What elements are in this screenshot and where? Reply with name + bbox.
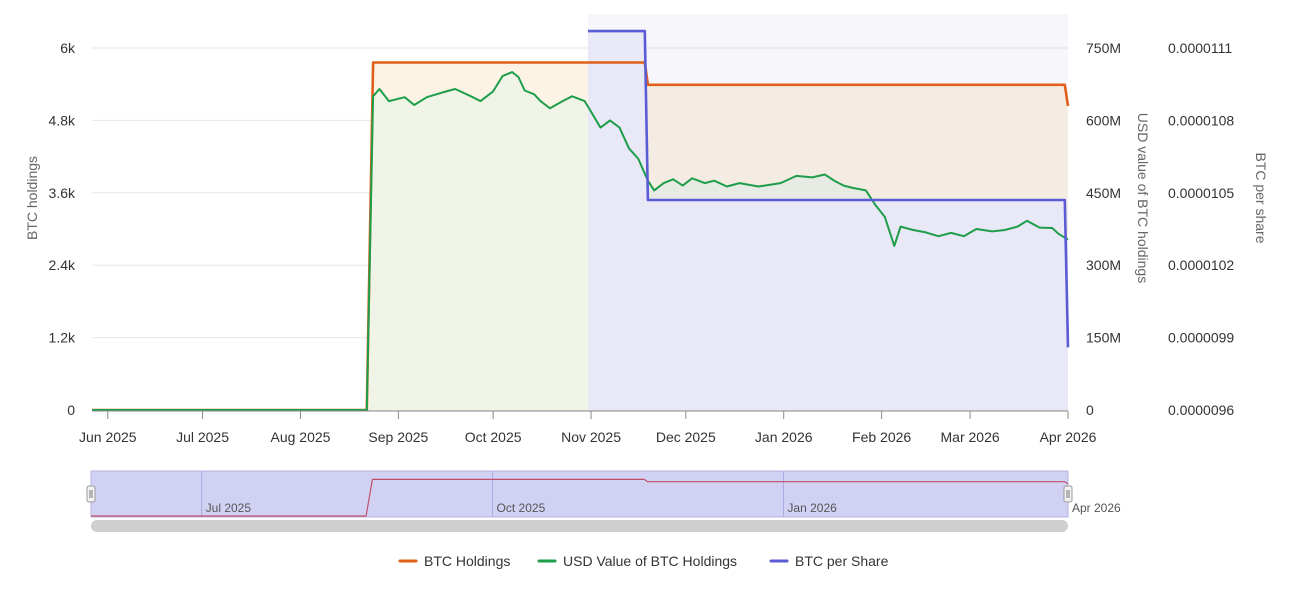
navigator-right-handle[interactable] <box>1063 485 1073 503</box>
navigator-label: Jan 2026 <box>787 501 837 515</box>
right2-tick-label: 0.0000099 <box>1168 330 1234 346</box>
right1-axis-title: USD value of BTC holdings <box>1135 113 1151 283</box>
right2-tick-label: 0.0000096 <box>1168 402 1234 418</box>
navigator-label: Oct 2025 <box>497 501 546 515</box>
x-tick-label: Jan 2026 <box>755 429 813 445</box>
x-tick-label: Oct 2025 <box>465 429 522 445</box>
right1-tick-label: 450M <box>1086 185 1121 201</box>
left-tick-label: 2.4k <box>49 257 76 273</box>
navigator-window[interactable] <box>90 470 1069 518</box>
navigator-label: Apr 2026 <box>1072 501 1121 515</box>
x-tick-label: Apr 2026 <box>1040 429 1097 445</box>
legend-item[interactable]: BTC Holdings <box>398 553 510 569</box>
left-axis-title: BTC holdings <box>24 156 40 240</box>
right1-tick-label: 750M <box>1086 40 1121 56</box>
x-tick-label: Jul 2025 <box>176 429 229 445</box>
series-line-2 <box>587 29 1070 348</box>
navigator-series <box>91 478 1069 517</box>
left-tick-label: 4.8k <box>49 112 76 128</box>
legend-label: BTC Holdings <box>424 553 510 569</box>
right2-tick-label: 0.0000105 <box>1168 185 1234 201</box>
right2-tick-label: 0.0000102 <box>1168 257 1234 273</box>
legend-label: USD Value of BTC Holdings <box>563 553 737 569</box>
navigator-label: Jul 2025 <box>206 501 252 515</box>
x-tick-label: Mar 2026 <box>941 429 1000 445</box>
x-tick-label: Aug 2025 <box>270 429 330 445</box>
right1-tick-label: 300M <box>1086 257 1121 273</box>
x-tick-label: Nov 2025 <box>561 429 621 445</box>
right2-tick-label: 0.0000108 <box>1168 112 1234 128</box>
right1-tick-label: 150M <box>1086 330 1121 346</box>
handle-grip[interactable] <box>1063 485 1073 503</box>
x-tick-label: Sep 2025 <box>368 429 428 445</box>
handle-grip[interactable] <box>86 485 96 503</box>
right2-axis-title: BTC per share <box>1253 152 1269 243</box>
left-tick-label: 1.2k <box>49 330 76 346</box>
x-tick-label: Dec 2025 <box>656 429 716 445</box>
x-tick-label: Feb 2026 <box>852 429 911 445</box>
right1-tick-label: 600M <box>1086 112 1121 128</box>
navigator-scrollbar[interactable] <box>91 520 1068 532</box>
left-tick-label: 3.6k <box>49 185 76 201</box>
legend-label: BTC per Share <box>795 553 889 569</box>
navigator-left-handle[interactable] <box>86 485 96 503</box>
left-tick-label: 0 <box>67 402 75 418</box>
series-area-2 <box>587 31 1068 410</box>
right2-tick-label: 0.0000111 <box>1168 40 1232 56</box>
legend-item[interactable]: BTC per Share <box>769 553 889 569</box>
series-line-1 <box>92 71 1069 411</box>
right1-tick-label: 0 <box>1086 402 1094 418</box>
left-tick-label: 6k <box>60 40 76 56</box>
highlight-band <box>587 14 1068 410</box>
x-tick-label: Jun 2025 <box>79 429 137 445</box>
legend-item[interactable]: USD Value of BTC Holdings <box>537 553 737 569</box>
